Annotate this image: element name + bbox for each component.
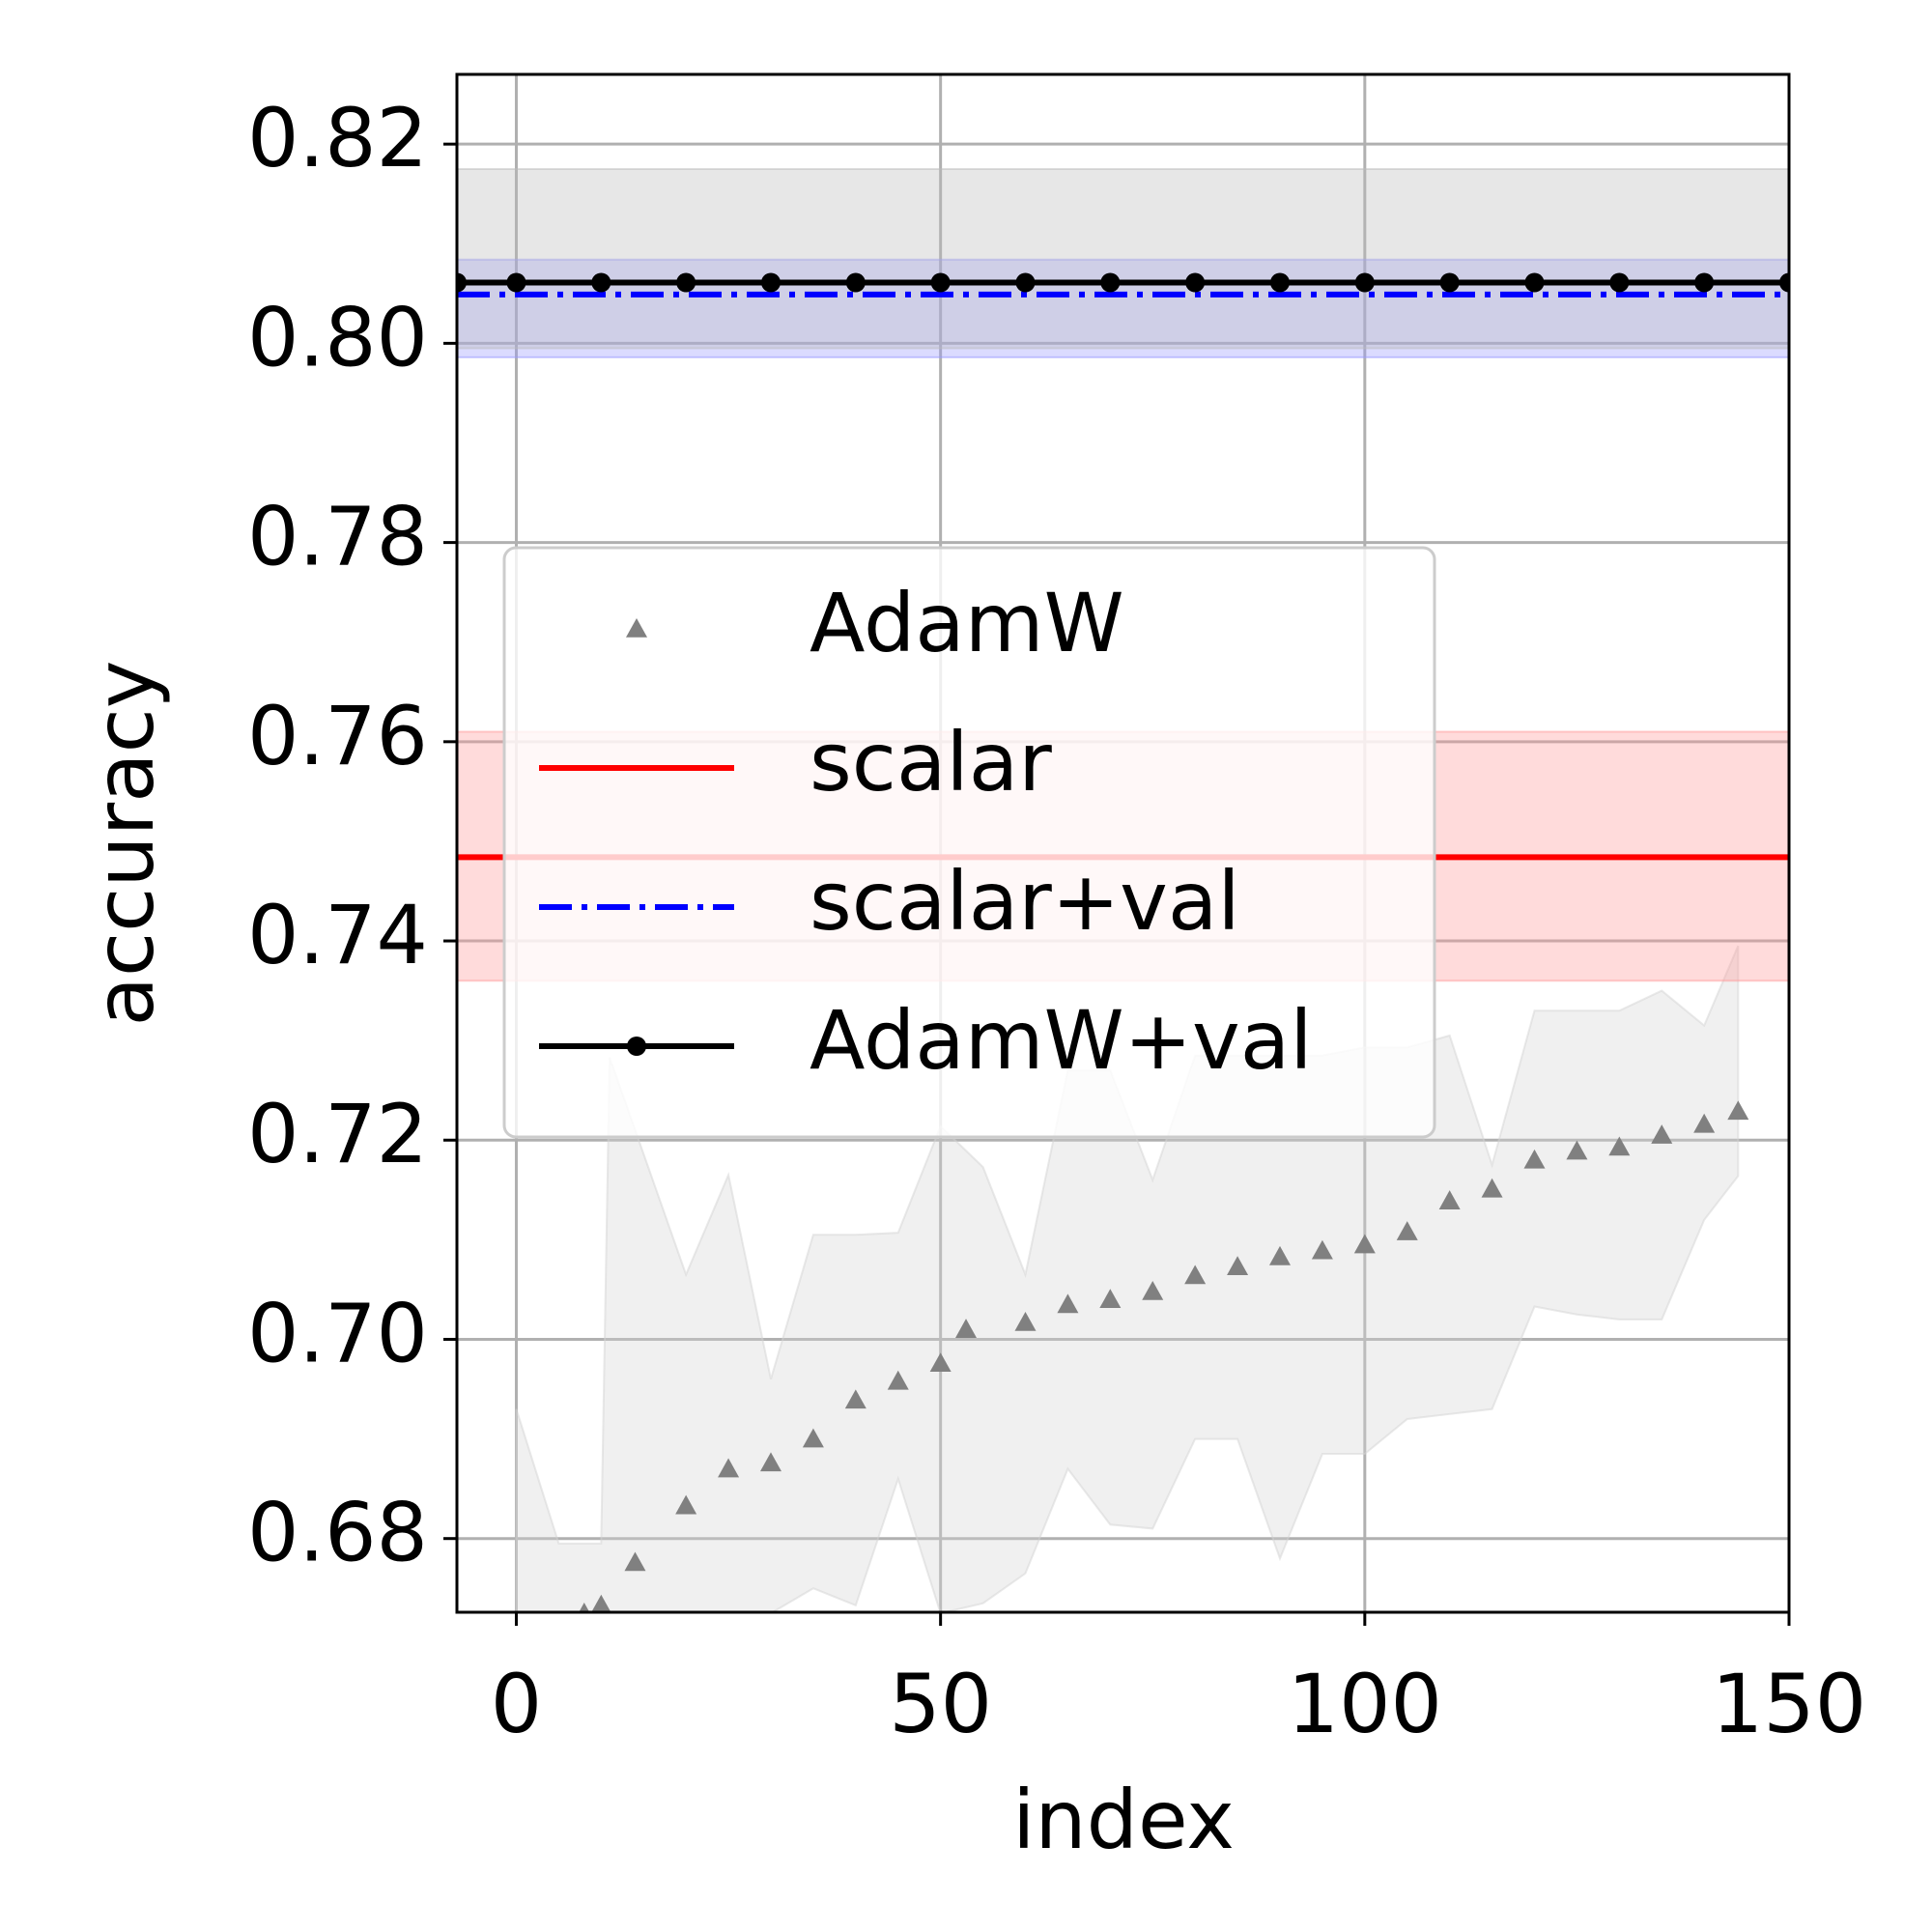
y-tick-label: 0.78 bbox=[247, 490, 428, 584]
marker bbox=[1651, 1124, 1673, 1144]
marker bbox=[1694, 272, 1715, 293]
legend-box bbox=[502, 546, 1436, 1139]
marker bbox=[579, 1603, 590, 1612]
marker bbox=[1099, 1289, 1122, 1309]
x-tick-label: 0 bbox=[491, 1657, 542, 1751]
marker bbox=[1727, 1100, 1749, 1121]
marker bbox=[1227, 1256, 1249, 1276]
x-axis-label: index bbox=[1012, 1773, 1235, 1867]
marker bbox=[1100, 272, 1121, 293]
marker bbox=[887, 1370, 909, 1390]
legend-marker bbox=[626, 618, 647, 638]
marker bbox=[1015, 272, 1036, 293]
error-band bbox=[457, 167, 1789, 350]
marker bbox=[930, 272, 951, 293]
marker bbox=[802, 1428, 824, 1448]
legend: AdamW scalar scalar+val AdamW+val bbox=[502, 546, 1436, 1139]
legend-label: AdamW bbox=[810, 576, 1124, 670]
marker bbox=[1524, 272, 1545, 293]
axes-frame bbox=[455, 72, 1791, 1614]
marker bbox=[591, 1594, 611, 1612]
y-tick-label: 0.82 bbox=[247, 91, 428, 185]
y-tick-label: 0.72 bbox=[247, 1087, 428, 1181]
marker bbox=[845, 272, 866, 293]
marker bbox=[1566, 1140, 1588, 1160]
marker bbox=[1439, 272, 1460, 293]
marker bbox=[1438, 1190, 1461, 1209]
y-tick-label: 0.80 bbox=[247, 290, 428, 384]
marker bbox=[506, 272, 526, 293]
x-tick-label: 100 bbox=[1288, 1657, 1442, 1751]
legend-label: scalar+val bbox=[810, 854, 1240, 949]
marker bbox=[1057, 1293, 1079, 1314]
marker bbox=[1608, 1136, 1631, 1156]
marker bbox=[1014, 1311, 1037, 1331]
y-tick-label: 0.68 bbox=[247, 1486, 428, 1580]
marker bbox=[1353, 1234, 1376, 1254]
marker bbox=[1779, 272, 1789, 293]
marker bbox=[457, 272, 467, 293]
marker bbox=[1693, 1113, 1716, 1133]
marker bbox=[1523, 1149, 1546, 1169]
y-tick-label: 0.70 bbox=[247, 1286, 428, 1380]
marker bbox=[844, 1389, 867, 1409]
marker bbox=[1396, 1221, 1418, 1240]
x-tick-label: 150 bbox=[1712, 1657, 1866, 1751]
x-tick-label: 50 bbox=[889, 1657, 992, 1751]
legend-label: AdamW+val bbox=[810, 993, 1313, 1088]
marker bbox=[759, 1452, 781, 1472]
legend-label: scalar bbox=[810, 715, 1052, 810]
marker bbox=[1184, 1264, 1207, 1285]
marker bbox=[1609, 272, 1630, 293]
marker bbox=[1481, 1178, 1503, 1198]
y-tick-label: 0.74 bbox=[247, 888, 428, 982]
y-axis-label: accuracy bbox=[77, 661, 172, 1027]
marker bbox=[929, 1352, 952, 1373]
marker bbox=[955, 1319, 978, 1338]
legend-marker bbox=[627, 1037, 646, 1056]
marker bbox=[718, 1458, 740, 1478]
marker bbox=[760, 272, 781, 293]
marker bbox=[676, 272, 696, 293]
marker bbox=[1142, 1280, 1164, 1300]
marker bbox=[1311, 1239, 1333, 1260]
marker bbox=[1185, 272, 1206, 293]
marker bbox=[675, 1494, 697, 1515]
y-tick-label: 0.76 bbox=[247, 689, 428, 783]
marker bbox=[1354, 272, 1375, 293]
marker bbox=[624, 1551, 646, 1572]
marker bbox=[1268, 1245, 1291, 1265]
marker bbox=[1269, 272, 1290, 293]
marker bbox=[591, 272, 611, 293]
